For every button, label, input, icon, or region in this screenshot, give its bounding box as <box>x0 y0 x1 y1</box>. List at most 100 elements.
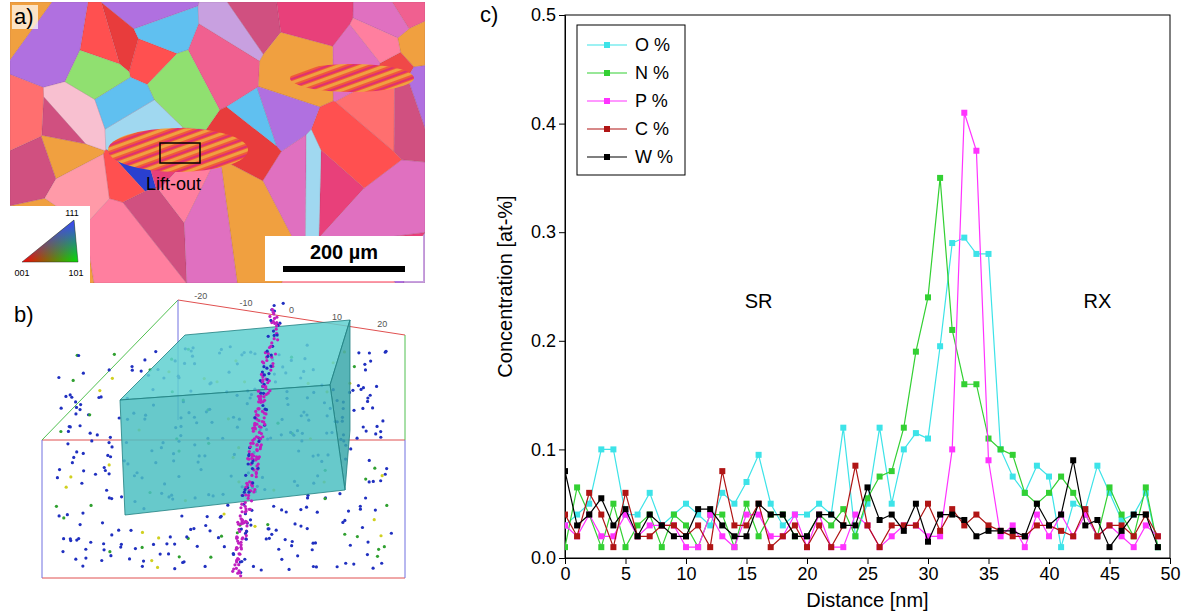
y-axis: 0.00.10.20.30.40.5 <box>531 5 566 568</box>
atom <box>108 368 111 371</box>
atom <box>265 367 268 370</box>
atom <box>266 523 269 526</box>
atom <box>62 516 65 519</box>
frame-edge <box>405 440 406 578</box>
x-tick-label: 45 <box>1100 564 1120 584</box>
y-tick-mark <box>559 449 565 450</box>
atom <box>251 481 254 484</box>
x-axis: 05101520253035404550 <box>560 558 1180 584</box>
atom <box>220 535 223 538</box>
atom <box>267 527 270 530</box>
data-point <box>889 501 895 507</box>
data-point <box>1070 490 1076 496</box>
atom <box>262 361 265 364</box>
scale-bar-label: 200 µm <box>310 241 378 263</box>
data-point <box>865 484 871 490</box>
atom <box>129 529 132 532</box>
atom <box>385 504 388 507</box>
atom <box>154 350 157 353</box>
x-tick: 20 <box>797 558 817 584</box>
atom <box>260 373 263 376</box>
atom <box>336 565 339 568</box>
atom <box>361 407 364 410</box>
atom <box>257 414 260 417</box>
atom <box>245 529 248 532</box>
atom <box>173 567 176 570</box>
data-point <box>792 522 798 528</box>
y-tick: 0.2 <box>531 331 565 351</box>
atom <box>64 395 67 398</box>
ipf-triangle <box>22 220 78 262</box>
atom <box>272 329 275 332</box>
data-point <box>804 544 810 550</box>
frame-edge <box>405 335 406 440</box>
atom <box>383 545 386 548</box>
atom <box>231 570 234 573</box>
data-point <box>889 533 895 539</box>
atom <box>252 454 255 457</box>
atom <box>291 540 294 543</box>
atom <box>372 480 375 483</box>
legend-marker <box>604 42 610 48</box>
data-point <box>1022 533 1028 539</box>
atom <box>240 518 243 521</box>
atom <box>276 338 279 341</box>
data-point <box>998 446 1004 452</box>
atom <box>273 337 276 340</box>
data-point <box>695 544 701 550</box>
data-point <box>1155 533 1161 539</box>
data-point <box>744 501 750 507</box>
atom <box>293 522 296 525</box>
data-point <box>961 517 967 523</box>
atom <box>380 562 383 565</box>
atom <box>71 461 74 464</box>
atom <box>257 440 260 443</box>
atom <box>97 396 100 399</box>
data-point <box>768 501 774 507</box>
data-point <box>1034 463 1040 469</box>
x-tick: 5 <box>621 558 631 584</box>
data-point <box>731 544 737 550</box>
atom <box>165 542 168 545</box>
data-point <box>574 484 580 490</box>
atom <box>273 317 276 320</box>
data-point <box>816 512 822 518</box>
atom <box>375 385 378 388</box>
frame-tick-label: 0 <box>289 305 294 315</box>
atom <box>250 499 253 502</box>
data-point <box>804 512 810 518</box>
annotation: RX <box>1084 290 1112 312</box>
atom <box>244 488 247 491</box>
data-point <box>865 522 871 528</box>
plot-frame <box>565 15 1170 558</box>
atom <box>75 406 78 409</box>
data-point <box>610 544 616 550</box>
data-point <box>1143 512 1149 518</box>
atom <box>82 372 85 375</box>
data-point <box>1010 474 1016 480</box>
data-point <box>792 533 798 539</box>
atom <box>167 552 170 555</box>
atom <box>368 351 371 354</box>
data-point <box>565 512 568 518</box>
deformed-grain <box>290 64 414 92</box>
data-point <box>598 446 604 452</box>
atom <box>247 497 250 500</box>
data-point <box>828 544 834 550</box>
atom <box>352 409 355 412</box>
data-point <box>598 544 604 550</box>
data-point <box>840 522 846 528</box>
data-point <box>635 533 641 539</box>
data-point <box>852 463 858 469</box>
legend-marker <box>604 126 610 132</box>
atom <box>66 513 69 516</box>
atom <box>366 400 369 403</box>
atom <box>235 546 238 549</box>
data-point <box>986 436 992 442</box>
atom <box>150 559 153 562</box>
atom <box>252 442 255 445</box>
atom <box>363 363 366 366</box>
data-point <box>744 522 750 528</box>
grain <box>257 87 320 152</box>
atom <box>90 439 93 442</box>
